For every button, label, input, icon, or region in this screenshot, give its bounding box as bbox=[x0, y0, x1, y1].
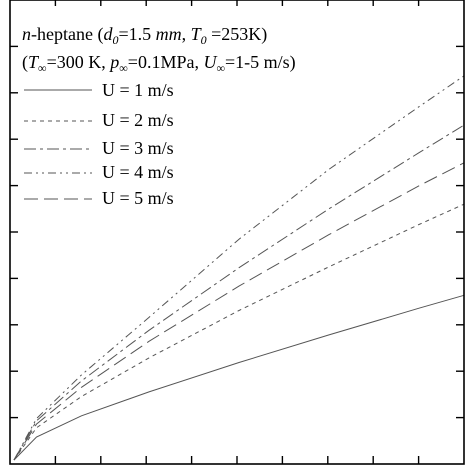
title1-d-unit: mm bbox=[156, 24, 182, 44]
legend-label-u4: U = 4 m/s bbox=[102, 162, 174, 182]
legend-label-u3: U = 3 m/s bbox=[102, 138, 174, 158]
title1-d-value: =1.5 bbox=[118, 24, 155, 44]
title2-p-value: =0.1MPa, bbox=[128, 52, 204, 72]
legend-label-u2: U = 2 m/s bbox=[102, 110, 174, 130]
legend-label-u1: U = 1 m/s bbox=[102, 80, 174, 100]
title2-u-value: =1-5 m/s) bbox=[225, 52, 296, 73]
title2-p-sub: ∞ bbox=[119, 61, 128, 75]
plot-frame bbox=[9, 0, 465, 465]
series-line-u4 bbox=[13, 75, 465, 461]
title1-t-value: =253K) bbox=[207, 24, 268, 45]
title1-prefix: n bbox=[22, 24, 31, 44]
title2-p-label: p bbox=[108, 52, 119, 72]
legend: U = 1 m/s U = 2 m/s U = 3 m/s U = 4 m/s … bbox=[24, 80, 174, 208]
title2-t-label: T bbox=[28, 52, 40, 72]
chart-title-line2: (T∞=300 K, p∞=0.1MPa, U∞=1-5 m/s) bbox=[22, 52, 296, 75]
title1-d-label: d bbox=[103, 24, 113, 44]
series-lines bbox=[13, 75, 465, 461]
series-line-u1 bbox=[13, 294, 465, 461]
title1-t-sub: 0 bbox=[201, 33, 207, 47]
title1-sep: , bbox=[182, 24, 191, 44]
title2-t-sub: ∞ bbox=[38, 61, 47, 75]
series-line-u3 bbox=[13, 124, 465, 461]
title2-u-sub: ∞ bbox=[216, 61, 225, 75]
series-line-u2 bbox=[13, 203, 465, 461]
chart-title-line1: n-heptane (d0=1.5 mm, T0 =253K) bbox=[22, 24, 267, 47]
title2-t-value: =300 K, bbox=[47, 52, 111, 72]
legend-label-u5: U = 5 m/s bbox=[102, 188, 174, 208]
series-line-u5 bbox=[13, 162, 465, 461]
title1-d-sub: 0 bbox=[112, 33, 118, 47]
title2-u-label: U bbox=[203, 52, 217, 72]
axis-ticks bbox=[10, 0, 464, 464]
title1-text: -heptane ( bbox=[31, 24, 103, 45]
title2-open: ( bbox=[22, 52, 28, 73]
title1-t-label: T bbox=[191, 24, 203, 44]
